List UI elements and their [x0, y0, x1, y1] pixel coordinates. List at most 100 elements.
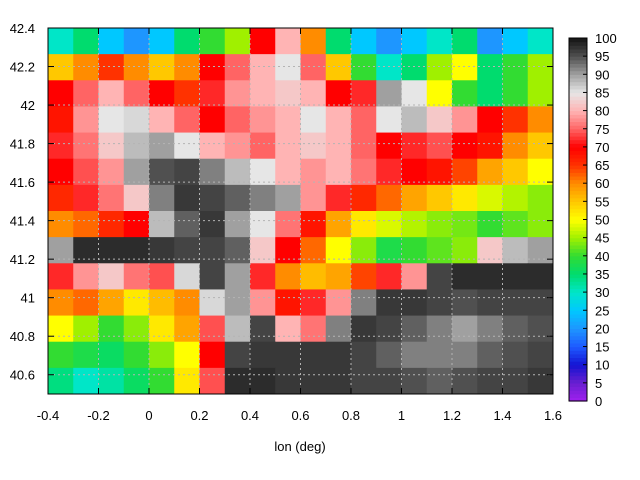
colorbar-segment [569, 175, 587, 181]
heatmap-cell [452, 184, 478, 212]
heatmap-cell [477, 367, 504, 394]
heatmap-cell [224, 80, 251, 108]
heatmap-cell [426, 106, 453, 134]
heatmap-cell [452, 132, 478, 160]
colorbar-segment [569, 339, 587, 344]
colorbar-segment [569, 393, 587, 398]
colorbar-segment [569, 295, 587, 300]
colorbar-tick-label: 95 [595, 49, 609, 64]
heatmap-cell [426, 80, 453, 108]
heatmap-cell [351, 315, 377, 343]
heatmap-cell [426, 211, 453, 238]
colorbar-segment [569, 88, 587, 94]
heatmap-cell [351, 106, 377, 134]
heatmap-cell [401, 237, 428, 264]
heatmap-cell [224, 54, 251, 81]
heatmap-cell [477, 237, 504, 264]
heatmap-cell [98, 211, 125, 238]
heatmap-cell [300, 263, 327, 291]
heatmap-cell [98, 28, 125, 55]
plot-grid [48, 28, 553, 394]
colorbar-segment [569, 310, 587, 315]
heatmap-cell [149, 315, 175, 343]
colorbar-tick-label: 100 [595, 31, 617, 46]
colorbar-segment [569, 324, 587, 329]
colorbar-segment [569, 161, 587, 166]
heatmap-cell [325, 237, 352, 264]
heatmap-cell [426, 367, 453, 394]
heatmap-cell [300, 106, 327, 134]
colorbar-segment [569, 382, 587, 388]
heatmap-cell [527, 289, 553, 317]
heatmap-cell [376, 80, 403, 108]
heatmap-cell [275, 341, 302, 369]
colorbar-segment [569, 335, 587, 340]
heatmap-cell [174, 315, 201, 343]
colorbar-segment [569, 38, 587, 43]
heatmap-cell [300, 28, 327, 55]
heatmap-cell [174, 341, 201, 369]
heatmap-cell [502, 54, 529, 81]
heatmap-cell [73, 184, 100, 212]
colorbar-segment [569, 204, 587, 210]
heatmap-cell [527, 28, 553, 55]
heatmap-cell [351, 237, 377, 264]
colorbar-tick-label: 10 [595, 358, 609, 373]
colorbar-segment [569, 117, 587, 123]
colorbar-tick-label: 0 [595, 394, 602, 409]
heatmap-cell [199, 367, 226, 394]
heatmap-cell [351, 184, 377, 212]
heatmap-cell [275, 211, 302, 238]
heatmap-cell [123, 211, 150, 238]
heatmap-cell [401, 341, 428, 369]
heatmap-cell [477, 28, 504, 55]
colorbar-segment [569, 143, 587, 148]
heatmap-cell [174, 54, 201, 81]
heatmap-cell [98, 184, 125, 212]
heatmap-cells [48, 28, 553, 394]
heatmap-cell [426, 184, 453, 212]
colorbar-segment [569, 81, 587, 86]
heatmap-cell [351, 367, 377, 394]
colorbar-segment [569, 397, 587, 402]
colorbar-segment [569, 244, 587, 250]
heatmap-cell [502, 132, 529, 160]
heatmap-cell [73, 315, 100, 343]
heatmap-cell [250, 341, 276, 369]
colorbar-tick-label: 40 [595, 249, 609, 264]
heatmap-cell [98, 367, 125, 394]
heatmap-cell [300, 367, 327, 394]
colorbar-segment [569, 364, 587, 369]
heatmap-cell [351, 263, 377, 291]
heatmap-cell [149, 54, 175, 81]
heatmap-cell [351, 28, 377, 55]
heatmap-cell [250, 237, 276, 264]
colorbar-segment [569, 255, 587, 261]
colorbar-segment [569, 146, 587, 152]
heatmap-cell [351, 158, 377, 186]
heatmap-cell [527, 158, 553, 186]
y-tick-label: 41 [21, 291, 35, 306]
colorbar-segment [569, 223, 587, 228]
y-tick-label: 41.2 [10, 252, 35, 267]
heatmap-cell [426, 132, 453, 160]
heatmap-cell [351, 54, 377, 81]
heatmap-cell [452, 289, 478, 317]
heatmap-cell [48, 237, 74, 264]
y-tick-label: 42 [21, 98, 35, 113]
heatmap-cell [527, 132, 553, 160]
heatmap-cell [199, 106, 226, 134]
heatmap-cell [325, 211, 352, 238]
heatmap-cell [199, 315, 226, 343]
colorbar-segment [569, 302, 587, 308]
heatmap-cell [149, 341, 175, 369]
heatmap-cell [502, 211, 529, 238]
colorbar-segment [569, 63, 587, 68]
heatmap-cell [300, 158, 327, 186]
y-axis-ticks: 40.6 40.8 41 41.2 41.4 41.6 41.8 42 42.2 42.4 [10, 21, 553, 383]
heatmap-cell [48, 367, 74, 394]
colorbar-segment [569, 92, 587, 97]
heatmap-cell [73, 158, 100, 186]
heatmap-cell [250, 54, 276, 81]
heatmap-cell [325, 315, 352, 343]
